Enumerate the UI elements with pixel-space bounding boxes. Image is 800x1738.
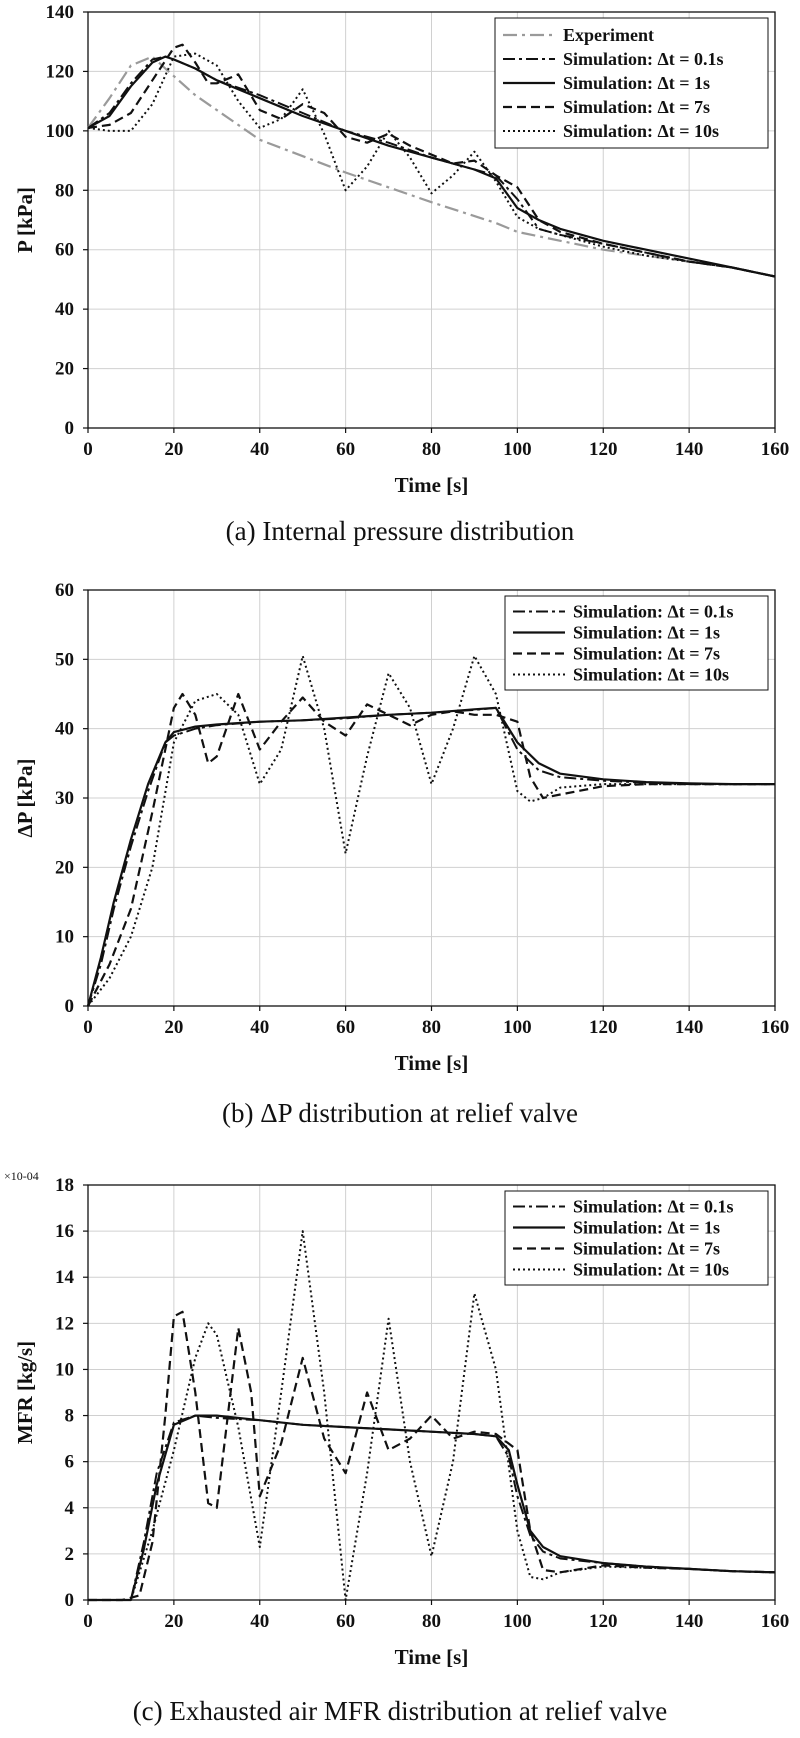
y-tick-label: 20 (55, 857, 74, 878)
series-line-4 (87, 654, 775, 1007)
chart-1: 0 20 40 60 80 100 120 140 160 0 20 40 60 80 100 120 140 T… (13, 2, 789, 546)
legend-label: Simulation: Δt = 1s (563, 73, 710, 93)
x-tick-label: 120 (589, 439, 618, 460)
series-line-3 (87, 55, 776, 278)
legend-label: Simulation: Δt = 0.1s (573, 1197, 734, 1217)
y-tick-label: 20 (55, 359, 74, 380)
x-tick-label: 120 (589, 1611, 618, 1632)
y-tick-label: 60 (55, 580, 74, 601)
series-line-5 (87, 52, 776, 278)
series-line-3 (88, 1310, 776, 1602)
series-line-3 (87, 692, 775, 1007)
x-tick-label: 160 (761, 1611, 790, 1632)
x-tick-label: 60 (336, 1611, 355, 1632)
x-tick-label: 40 (250, 1611, 269, 1632)
x-tick-label: 100 (503, 1017, 532, 1038)
chart-2: 0 20 40 60 80 100 120 140 160 0 10 20 30 40 50 60 Time [… (13, 580, 789, 1128)
y-axis-label: P [kPa] (13, 187, 37, 253)
figure-caption: (a) Internal pressure distribution (226, 516, 575, 546)
x-tick-label: 100 (503, 1611, 532, 1632)
y-tick-label: 4 (65, 1498, 75, 1519)
series-line-1 (87, 706, 775, 1007)
chart-3: 0 20 40 60 80 100 120 140 160 0 2 4 6 8 10 12 14 16 18 Time… (4, 1169, 789, 1726)
y-tick-label: 60 (55, 240, 74, 261)
y-tick-label: 0 (65, 418, 75, 439)
x-axis-label: Time [s] (395, 473, 469, 497)
legend-label: Simulation: Δt = 10s (573, 665, 729, 685)
y-tick-label: 10 (55, 1359, 74, 1380)
series-line-2 (88, 1414, 776, 1602)
y-tick-label: 16 (55, 1221, 74, 1242)
y-tick-label: 6 (65, 1452, 75, 1473)
series-line-2 (86, 706, 775, 1007)
legend-label: Simulation: Δt = 1s (573, 623, 720, 643)
x-tick-label: 100 (503, 439, 532, 460)
legend-label: Simulation: Δt = 0.1s (563, 49, 724, 69)
legend-label: Simulation: Δt = 7s (573, 1239, 720, 1259)
x-tick-label: 160 (761, 1017, 790, 1038)
x-tick-label: 0 (83, 1017, 93, 1038)
x-axis-label: Time [s] (395, 1051, 469, 1075)
y-tick-label: 80 (55, 180, 74, 201)
y-tick-label: 18 (55, 1175, 74, 1196)
y-tick-label: 50 (55, 649, 74, 670)
legend-label: Simulation: Δt = 7s (563, 97, 710, 117)
x-tick-label: 40 (250, 439, 269, 460)
x-tick-label: 40 (250, 1017, 269, 1038)
y-tick-label: 140 (46, 2, 75, 23)
x-tick-label: 60 (336, 439, 355, 460)
legend-label: Simulation: Δt = 10s (573, 1260, 729, 1280)
series-line-1 (87, 55, 776, 278)
y-axis-label: MFR [kg/s] (13, 1341, 37, 1444)
y-tick-label: 10 (55, 927, 74, 948)
y-tick-label: 8 (65, 1406, 75, 1427)
legend-label: Simulation: Δt = 7s (573, 644, 720, 664)
x-tick-label: 80 (422, 439, 441, 460)
y-tick-label: 12 (55, 1313, 74, 1334)
x-tick-label: 80 (422, 1017, 441, 1038)
x-tick-label: 140 (675, 1017, 704, 1038)
x-tick-label: 80 (422, 1611, 441, 1632)
x-tick-label: 20 (164, 1611, 183, 1632)
y-tick-label: 40 (55, 299, 74, 320)
x-tick-label: 60 (336, 1017, 355, 1038)
x-axis-label: Time [s] (395, 1645, 469, 1669)
figure-caption: (c) Exhausted air MFR distribution at re… (133, 1696, 668, 1726)
y-tick-label: 0 (65, 996, 75, 1017)
y-tick-label: 100 (46, 121, 75, 142)
legend-label: Simulation: Δt = 10s (563, 121, 719, 141)
legend-label: Simulation: Δt = 0.1s (573, 602, 734, 622)
legend-label: Experiment (563, 25, 654, 45)
x-tick-label: 0 (83, 439, 93, 460)
y-axis-label: ΔP [kPa] (13, 758, 37, 837)
y-multiplier-label: ×10-04 (4, 1169, 39, 1183)
y-tick-label: 14 (55, 1267, 75, 1288)
y-tick-label: 2 (65, 1544, 75, 1565)
y-tick-label: 40 (55, 719, 74, 740)
x-tick-label: 20 (164, 1017, 183, 1038)
x-tick-label: 0 (83, 1611, 93, 1632)
y-tick-label: 0 (65, 1590, 75, 1611)
series-line-4 (87, 43, 776, 278)
x-tick-label: 140 (675, 439, 704, 460)
x-tick-label: 120 (589, 1017, 618, 1038)
x-tick-label: 20 (164, 439, 183, 460)
y-tick-label: 30 (55, 788, 74, 809)
y-tick-label: 120 (46, 61, 75, 82)
figure-caption: (b) ΔP distribution at relief valve (222, 1098, 578, 1128)
x-tick-label: 140 (675, 1611, 704, 1632)
x-tick-label: 160 (761, 439, 790, 460)
legend-label: Simulation: Δt = 1s (573, 1218, 720, 1238)
